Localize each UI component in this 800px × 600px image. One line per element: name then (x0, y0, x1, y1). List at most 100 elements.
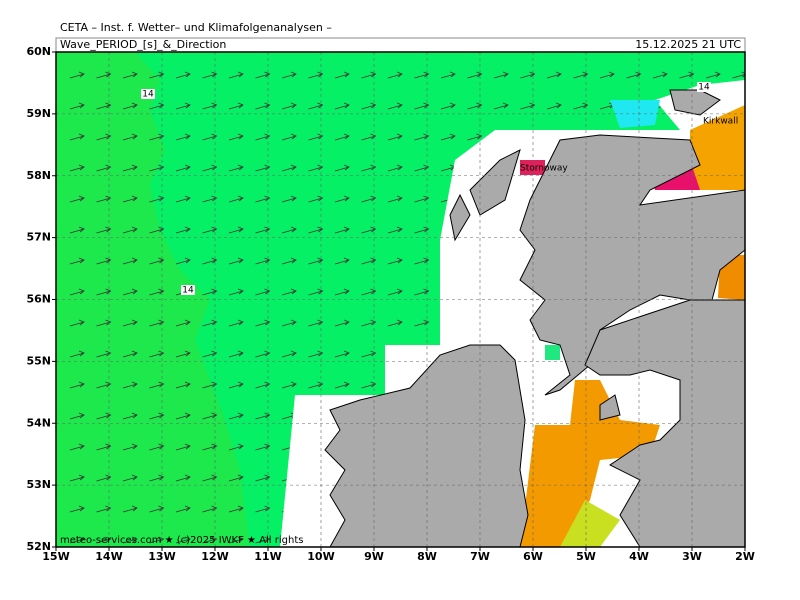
x-tick-label: 11W (254, 550, 281, 563)
arrow (361, 226, 377, 234)
graticule (56, 52, 745, 547)
arrow (149, 536, 165, 544)
arrow (255, 443, 271, 451)
arrow (69, 288, 85, 296)
arrow (334, 319, 350, 327)
arrow (175, 505, 191, 513)
arrow (122, 536, 138, 544)
arrow (228, 257, 244, 265)
arrow (334, 102, 350, 110)
arrow (228, 195, 244, 203)
contour-label-bg (181, 285, 195, 295)
arrow (149, 381, 165, 389)
arrow (228, 133, 244, 141)
arrow (334, 71, 350, 79)
arrow (149, 102, 165, 110)
arrow (255, 381, 271, 389)
arrow (361, 319, 377, 327)
axes: 15W 14W 13W 12W 11W 10W 9W 8W 7W 6W 5W 4W 3W 2W 60N 59N… (26, 45, 754, 563)
arrow (202, 102, 218, 110)
arrow (202, 319, 218, 327)
arrow (387, 133, 403, 141)
arrow (440, 133, 456, 141)
header-datetime: 15.12.2025 21 UTC (635, 38, 741, 51)
x-tick-label: 9W (364, 550, 384, 563)
arrow (705, 71, 721, 79)
arrow (175, 319, 191, 327)
arrow (69, 195, 85, 203)
arrow (361, 133, 377, 141)
arrow (69, 226, 85, 234)
arrow (96, 412, 112, 420)
x-tick-label: 10W (307, 550, 334, 563)
arrow (122, 381, 138, 389)
arrow (546, 71, 562, 79)
arrow (69, 381, 85, 389)
arrow (69, 350, 85, 358)
arrow (202, 133, 218, 141)
arrow (228, 443, 244, 451)
arrow (361, 257, 377, 265)
arrow (122, 257, 138, 265)
arrow (96, 257, 112, 265)
arrow (520, 71, 536, 79)
arrow (414, 164, 430, 172)
arrow (96, 102, 112, 110)
arrow (361, 164, 377, 172)
arrow (255, 288, 271, 296)
y-tick-label: 60N (26, 45, 51, 58)
arrow (149, 226, 165, 234)
arrow (228, 474, 244, 482)
arrow (308, 226, 324, 234)
arrow (387, 164, 403, 172)
arrow (175, 474, 191, 482)
arrow (149, 257, 165, 265)
arrow (255, 195, 271, 203)
arrow (149, 288, 165, 296)
arrow (96, 133, 112, 141)
arrow (308, 288, 324, 296)
arrow (387, 319, 403, 327)
arrow (69, 319, 85, 327)
y-tick-label: 54N (26, 416, 51, 429)
y-tick-label: 53N (26, 478, 51, 491)
arrow (255, 257, 271, 265)
arrow (175, 257, 191, 265)
arrow (202, 412, 218, 420)
arrow (440, 71, 456, 79)
arrow (122, 102, 138, 110)
arrow (308, 319, 324, 327)
arrow (334, 381, 350, 389)
arrow (573, 102, 589, 110)
arrow (69, 133, 85, 141)
arrow (122, 474, 138, 482)
arrow (255, 536, 271, 544)
y-tick-label: 57N (26, 231, 51, 244)
arrow (228, 381, 244, 389)
x-tick-label: 2W (735, 550, 755, 563)
arrow (679, 71, 695, 79)
arrow (387, 257, 403, 265)
arrow (255, 133, 271, 141)
arrow (732, 71, 745, 79)
arrow (493, 71, 509, 79)
arrow (96, 350, 112, 358)
arrow (361, 288, 377, 296)
arrow (149, 412, 165, 420)
arrow (573, 71, 589, 79)
arrow (96, 381, 112, 389)
arrow (414, 226, 430, 234)
arrow (334, 195, 350, 203)
arrow (69, 71, 85, 79)
arrow (202, 381, 218, 389)
arrow (202, 71, 218, 79)
arrow (175, 536, 191, 544)
arrow (175, 71, 191, 79)
y-tick-label: 58N (26, 169, 51, 182)
sea-patch (545, 345, 560, 360)
arrow (308, 257, 324, 265)
arrow (281, 288, 297, 296)
arrow (149, 164, 165, 172)
x-tick-label: 14W (95, 550, 122, 563)
arrow (96, 319, 112, 327)
